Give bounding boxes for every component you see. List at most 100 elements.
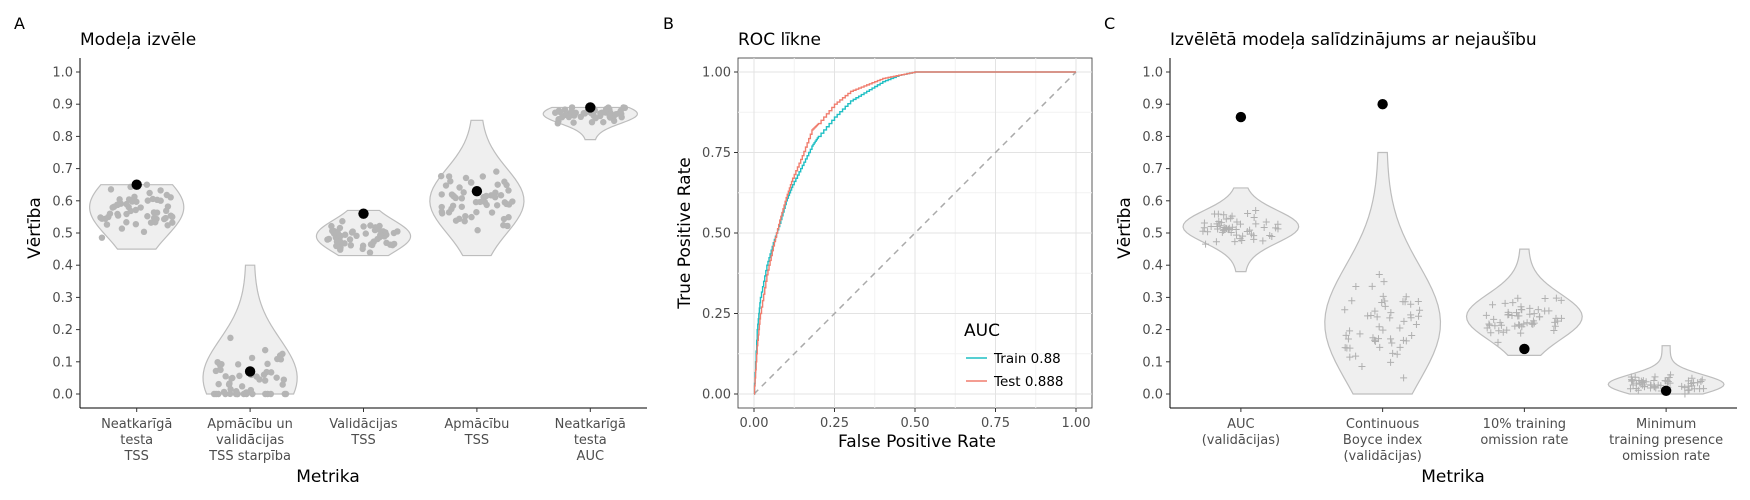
jitter-point	[144, 213, 151, 220]
jitter-point	[592, 114, 599, 122]
jitter-point	[360, 223, 367, 230]
jitter-point	[162, 207, 170, 215]
jitter-point	[236, 372, 243, 380]
x-tick-label: 0.00	[740, 416, 769, 431]
jitter-point	[1515, 312, 1523, 320]
jitter-point	[1244, 209, 1252, 217]
jitter-point	[1412, 321, 1420, 328]
jitter-point	[1684, 382, 1692, 390]
jitter-point	[1260, 223, 1268, 231]
jitter-point	[493, 202, 501, 209]
jitter-point	[1657, 382, 1665, 390]
jitter-point	[460, 189, 467, 196]
y-tick-label: 0.1	[1142, 355, 1163, 370]
jitter-point	[568, 104, 576, 111]
jitter-point	[220, 388, 228, 396]
jitter-point	[1217, 219, 1225, 227]
jitter-point	[157, 187, 164, 194]
jitter-point	[169, 213, 176, 221]
jitter-point	[222, 373, 229, 380]
jitter-point	[146, 189, 153, 197]
jitter-point	[452, 217, 460, 224]
jitter-point	[370, 238, 377, 245]
jitter-point	[1504, 308, 1512, 316]
y-tick-label: 0.2	[1142, 323, 1163, 338]
jitter-point	[1371, 307, 1379, 315]
violin	[1182, 187, 1300, 273]
jitter-point	[554, 120, 561, 127]
jitter-point	[1489, 301, 1497, 309]
jitter-point	[1232, 226, 1240, 234]
jitter-point	[1490, 315, 1498, 323]
jitter-point	[473, 208, 480, 216]
x-tick-label: TSS starpība	[208, 449, 291, 464]
jitter-point	[497, 192, 505, 199]
y-tick-label: 0.1	[52, 355, 73, 370]
panel-b: B ROC līkne False Positive Rate True Pos…	[663, 14, 1093, 452]
jitter-point	[458, 203, 466, 210]
jitter-point	[570, 119, 577, 126]
jitter-point	[273, 374, 280, 381]
selected-model-point	[1235, 111, 1247, 123]
jitter-point	[279, 381, 286, 388]
y-tick-label: 1.0	[52, 66, 73, 81]
jitter-point	[337, 246, 344, 253]
jitter-point	[1517, 329, 1525, 337]
reference-diagonal	[753, 71, 1077, 395]
jitter-point	[227, 334, 234, 342]
jitter-point	[1231, 238, 1239, 246]
y-tick-label: 0.2	[52, 323, 73, 338]
jitter-point	[1376, 343, 1384, 351]
jitter-point	[452, 194, 459, 202]
jitter-point	[1688, 374, 1696, 382]
jitter-point	[1344, 335, 1352, 343]
jitter-point	[1259, 237, 1267, 245]
jitter-point	[238, 383, 246, 390]
violin	[1324, 151, 1442, 395]
jitter-point	[1402, 337, 1410, 345]
jitter-point	[268, 369, 275, 376]
jitter-point	[1678, 382, 1686, 390]
legend-title: AUC	[964, 321, 1000, 341]
jitter-point	[1696, 385, 1704, 393]
panel-c-title: Izvēlētā modeļa salīdzinājums ar nejaušī…	[1170, 30, 1537, 50]
selected-model-point	[1519, 343, 1530, 355]
selected-model-point	[471, 185, 483, 197]
jitter-point	[480, 193, 487, 201]
jitter-point	[1262, 218, 1270, 226]
jitter-point	[1225, 226, 1233, 234]
jitter-point	[1393, 350, 1401, 358]
jitter-point	[1381, 302, 1389, 310]
jitter-point	[1534, 306, 1542, 314]
jitter-point	[347, 242, 355, 249]
jitter-point	[1637, 377, 1645, 385]
jitter-point	[438, 208, 445, 215]
jitter-point	[1380, 278, 1388, 286]
y-tick-label: 0.0	[1142, 388, 1163, 403]
jitter-point	[1650, 376, 1658, 384]
jitter-point	[621, 104, 629, 112]
jitter-point	[260, 371, 268, 378]
jitter-point	[476, 198, 484, 206]
y-tick-label: 0.75	[702, 146, 731, 161]
jitter-point	[137, 204, 144, 211]
jitter-point	[1509, 299, 1517, 307]
jitter-point	[503, 200, 510, 208]
jitter-point	[1518, 306, 1526, 314]
jitter-point	[1514, 294, 1522, 302]
jitter-point	[1681, 384, 1689, 392]
jitter-point	[1487, 329, 1495, 337]
jitter-point	[1496, 319, 1504, 327]
y-tick-label: 0.4	[52, 259, 73, 274]
y-tick-label: 0.6	[1142, 194, 1163, 209]
y-tick-label: 0.00	[702, 388, 731, 403]
jitter-point	[1407, 300, 1415, 308]
y-tick-label: 0.5	[52, 227, 73, 242]
jitter-point	[1642, 378, 1650, 386]
x-tick-label: omission rate	[1622, 449, 1710, 464]
jitter-point	[438, 191, 445, 198]
jitter-point	[1485, 320, 1493, 328]
jitter-point	[1399, 336, 1407, 344]
selected-model-point	[585, 102, 596, 113]
jitter-point	[588, 118, 596, 126]
